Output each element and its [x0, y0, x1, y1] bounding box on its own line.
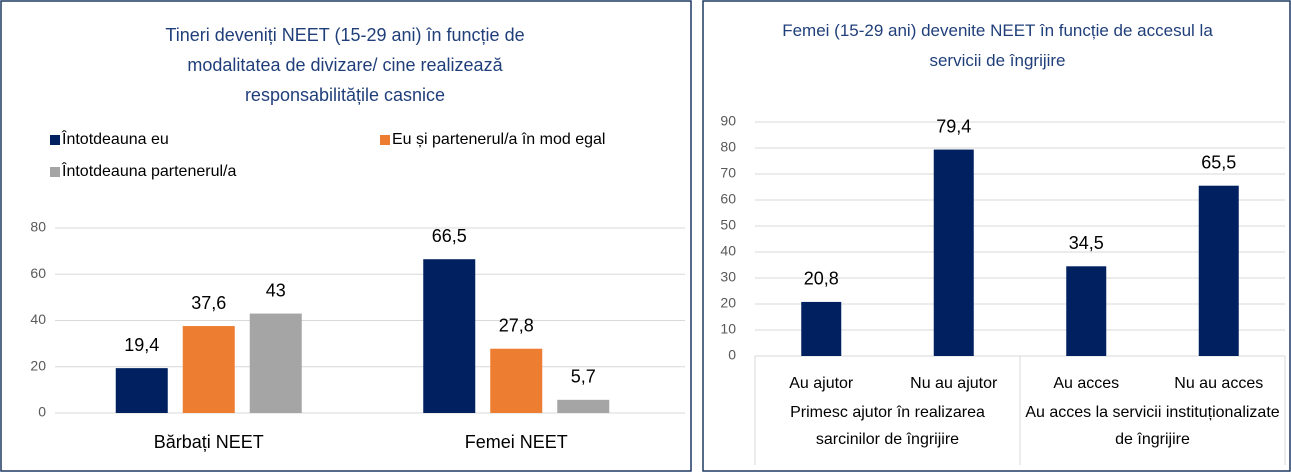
- value-label: 20,8: [804, 269, 839, 289]
- bar: [801, 301, 842, 356]
- y-tick-label: 70: [720, 165, 736, 181]
- value-label: 79,4: [936, 116, 971, 136]
- y-tick-label: 0: [38, 404, 46, 420]
- value-label: 19,4: [124, 335, 159, 355]
- x-tick-label: Nu au ajutor: [910, 375, 998, 392]
- x-tick-label: Nu au acces: [1174, 375, 1263, 392]
- chart-frame: [0, 0, 692, 472]
- value-label: 34,5: [1069, 233, 1104, 253]
- x-tick-label: Bărbați NEET: [154, 432, 264, 452]
- chart-title: Tineri deveniți NEET (15-29 ani) în func…: [165, 25, 525, 105]
- legend-label: Întotdeauna partenerul/a: [61, 161, 236, 180]
- bar: [490, 348, 543, 413]
- value-label: 5,7: [571, 367, 596, 387]
- legend-swatch: [50, 167, 60, 177]
- y-tick-label: 20: [30, 357, 46, 373]
- legend-swatch: [380, 135, 390, 145]
- y-tick-label: 50: [720, 217, 736, 233]
- y-tick-label: 90: [720, 113, 736, 129]
- y-tick-label: 40: [720, 243, 736, 259]
- x-tick-label: Au acces: [1053, 375, 1119, 392]
- y-tick-label: 30: [720, 269, 736, 285]
- bar: [933, 149, 974, 356]
- bar: [182, 326, 235, 413]
- value-label: 43: [266, 280, 286, 300]
- x-tick-label: Au ajutor: [789, 375, 854, 392]
- value-label: 66,5: [432, 226, 467, 246]
- y-tick-label: 0: [728, 347, 736, 363]
- value-label: 65,5: [1201, 152, 1236, 172]
- bar: [249, 313, 302, 413]
- bar: [1198, 185, 1239, 356]
- group-label: Au acces la servicii instituționalizate …: [1025, 404, 1280, 448]
- x-tick-label: Femei NEET: [465, 432, 568, 452]
- chart-title: Femei (15-29 ani) devenite NEET în funcț…: [782, 21, 1213, 70]
- y-tick-label: 60: [720, 191, 736, 207]
- legend-label: Eu și partenerul/a în mod egal: [392, 131, 605, 148]
- y-tick-label: 80: [720, 139, 736, 155]
- bar: [423, 259, 476, 413]
- chart-frame: [702, 0, 1291, 472]
- legend-swatch: [50, 135, 60, 145]
- bar: [557, 399, 610, 413]
- y-tick-label: 80: [30, 219, 46, 235]
- legend-label: Întotdeauna eu: [61, 129, 169, 148]
- value-label: 27,8: [499, 315, 534, 335]
- group-label: Primesc ajutor în realizarea sarcinilor …: [790, 404, 985, 448]
- y-tick-label: 40: [30, 311, 46, 327]
- y-tick-label: 10: [720, 321, 736, 337]
- y-tick-label: 20: [720, 295, 736, 311]
- bar: [115, 368, 168, 413]
- y-tick-label: 60: [30, 265, 46, 281]
- bar: [1066, 266, 1107, 356]
- value-label: 37,6: [191, 293, 226, 313]
